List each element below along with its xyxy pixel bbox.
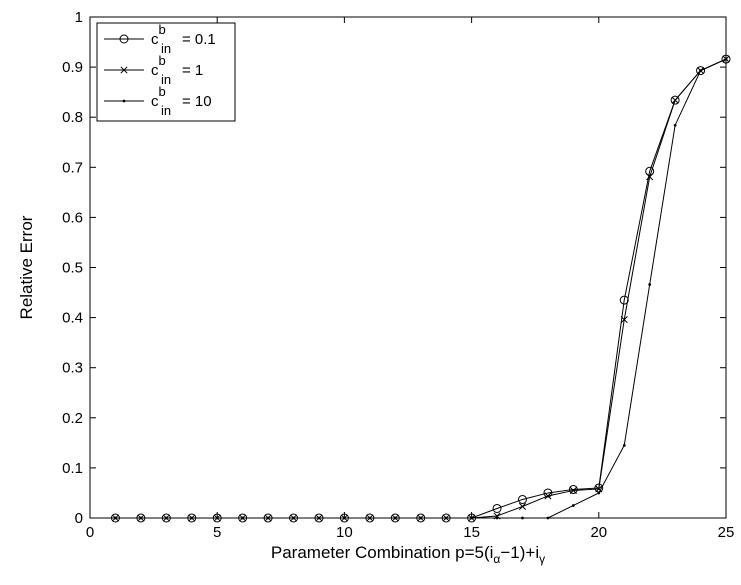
dot-marker [241, 516, 245, 520]
cross-marker [544, 492, 552, 500]
legend-label: cb in = 10 [151, 84, 212, 118]
dot-marker [622, 443, 626, 447]
legend-label-sub: in [161, 41, 171, 56]
y-tick-label: 0.4 [62, 310, 83, 327]
x-tick-label: 25 [718, 524, 735, 541]
dot-marker [444, 516, 448, 520]
legend-label-value: = 10 [182, 93, 212, 110]
dot-marker [215, 516, 219, 520]
dot-marker [164, 516, 168, 520]
dot-marker [343, 516, 346, 520]
axis-ticks: 0 5 10 15 20 25 0 0.1 0.2 0.3 0.4 0.5 0.6 0.7 0.8 0.9 1 [62, 9, 734, 541]
dot-marker [266, 516, 270, 520]
dot-marker [699, 69, 702, 73]
dot-marker [495, 516, 499, 520]
x-tick-label: 20 [590, 524, 607, 541]
x-label-prefix: Parameter Combination p=5(i [271, 543, 494, 562]
x-tick-label: 15 [463, 524, 480, 541]
circle-marker [492, 503, 502, 513]
y-tick-label: 1 [75, 9, 83, 26]
legend-label-sub: in [161, 72, 171, 87]
cross-marker [671, 96, 679, 104]
dot-marker [673, 123, 677, 127]
legend-entry: cb in = 1 [104, 53, 203, 87]
legend-label: cb in = 0.1 [151, 22, 216, 56]
circle-marker [670, 95, 680, 105]
dot-marker [190, 516, 194, 520]
legend-label-base: c [151, 31, 159, 48]
circle-marker [568, 484, 578, 494]
circle-marker [543, 488, 553, 498]
legend-label-sup: b [159, 53, 166, 68]
dot-marker [521, 516, 524, 520]
dot-marker [114, 516, 117, 520]
x-label-sub1: α [493, 552, 500, 566]
legend-label: cb in = 1 [151, 53, 203, 87]
cross-marker [120, 66, 128, 74]
x-label-mid: −1)+i [500, 543, 539, 562]
y-tick-label: 0.3 [62, 360, 83, 377]
dot-marker [648, 283, 652, 286]
cross-marker [518, 502, 527, 511]
circle-marker [721, 54, 731, 64]
cross-marker [620, 316, 628, 324]
dot-marker [571, 504, 575, 507]
dot-marker [122, 99, 126, 103]
dot-marker [317, 516, 321, 520]
y-tick-label: 0.8 [62, 109, 83, 126]
circle-marker [619, 295, 629, 305]
y-tick-label: 0.2 [62, 410, 83, 427]
circle-marker [517, 494, 527, 504]
dot-marker [419, 516, 423, 520]
dot-marker [597, 491, 601, 495]
legend-label-value: = 0.1 [182, 31, 216, 48]
y-tick-label: 0.9 [62, 59, 83, 76]
legend-label-sub: in [161, 103, 171, 118]
x-label-sub2: γ [539, 552, 545, 566]
dot-marker [470, 516, 473, 520]
legend: cb in= 0.1cb in= 1cb in= 10 [96, 22, 236, 122]
x-tick-label: 10 [336, 524, 353, 541]
legend-label-base: c [151, 62, 159, 79]
circle-marker [119, 34, 129, 44]
dot-marker [292, 516, 295, 520]
legend-entry: cb in = 0.1 [104, 22, 216, 56]
legend-entry: cb in = 10 [104, 84, 212, 118]
y-tick-label: 0.5 [62, 260, 83, 277]
cross-marker [595, 485, 603, 493]
y-tick-label: 0.6 [62, 209, 83, 226]
y-axis-label: Relative Error [17, 215, 36, 319]
dot-marker [393, 516, 397, 520]
series-layer [110, 54, 731, 523]
y-tick-label: 0.1 [62, 460, 83, 477]
legend-label-base: c [151, 93, 159, 110]
dot-marker [368, 516, 372, 520]
series-dot [114, 57, 728, 520]
legend-label-sup: b [159, 84, 166, 99]
y-tick-label: 0 [75, 510, 83, 527]
dot-marker [139, 516, 143, 520]
legend-label-sup: b [159, 22, 166, 37]
x-tick-label: 0 [86, 524, 94, 541]
circle-marker [696, 66, 706, 76]
cross-marker [569, 486, 577, 494]
cross-marker [646, 173, 654, 181]
legend-label-value: = 1 [182, 62, 203, 79]
x-tick-label: 5 [213, 524, 221, 541]
dot-marker [724, 57, 728, 61]
y-tick-label: 0.7 [62, 159, 83, 176]
x-axis-label: Parameter Combination p=5(iα−1)+iγ [271, 543, 545, 566]
dot-marker [546, 516, 550, 520]
